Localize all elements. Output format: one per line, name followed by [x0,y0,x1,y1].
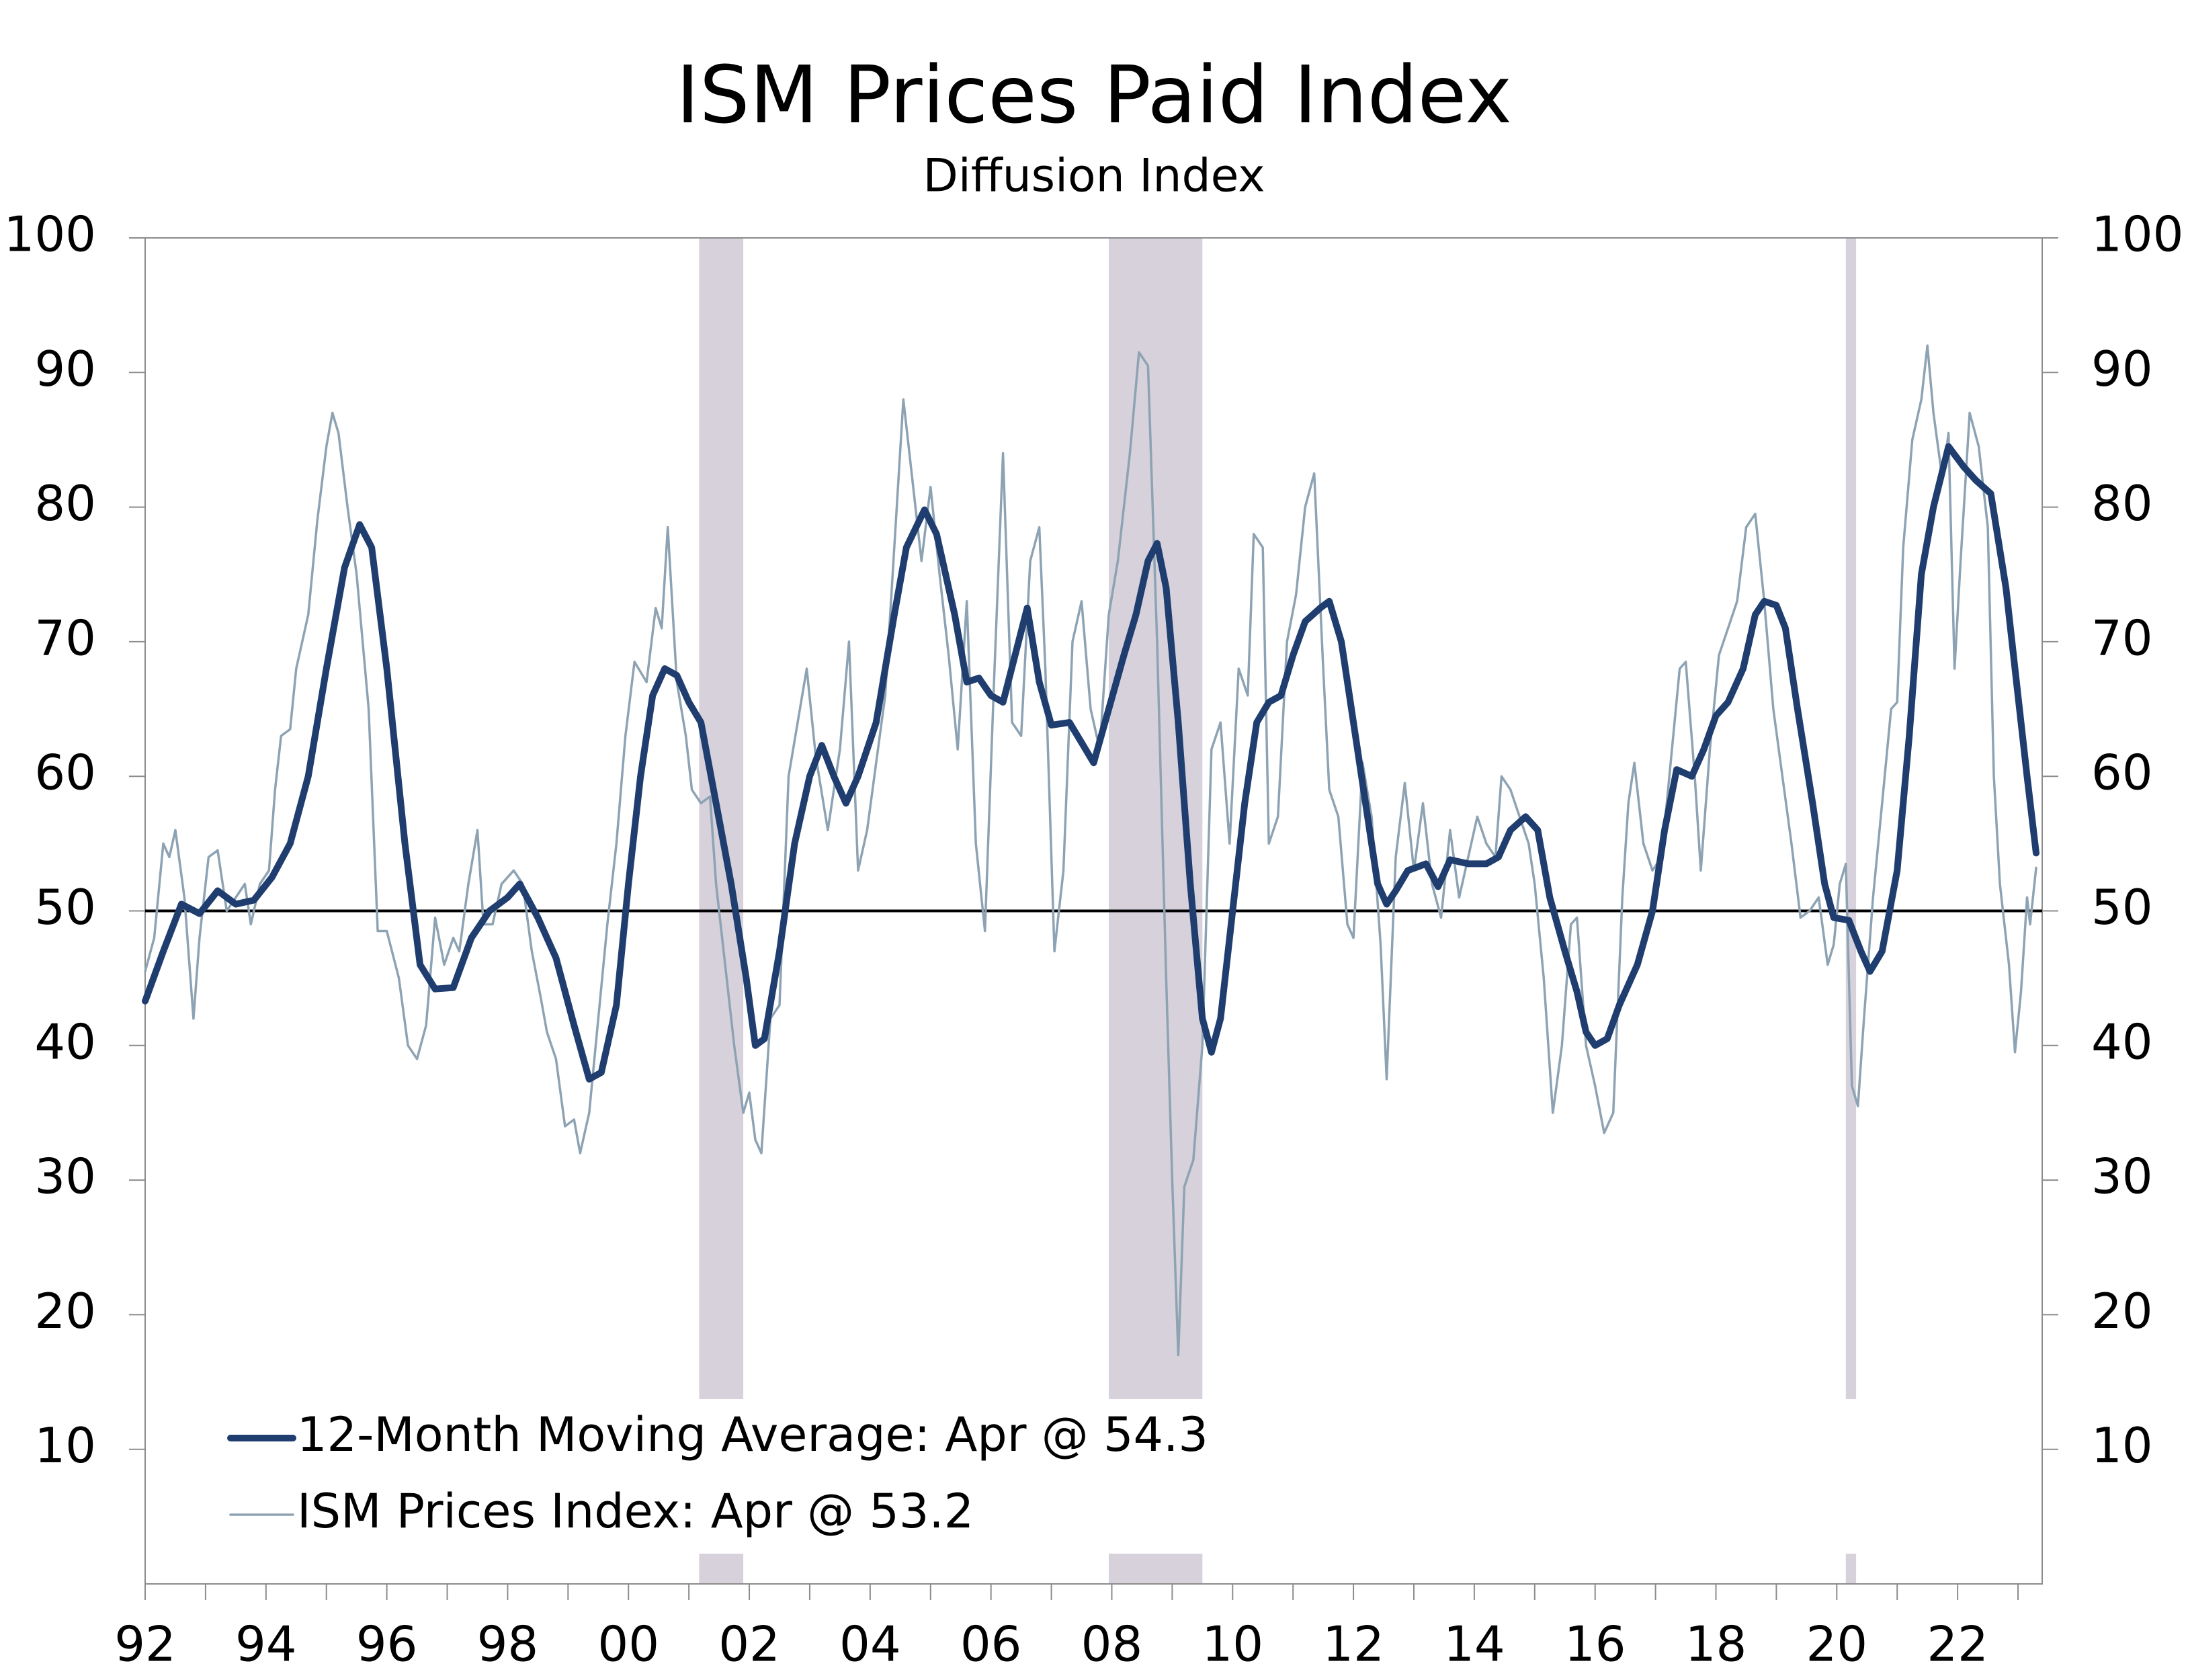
x-tick-label: 10 [1202,1616,1263,1673]
y2-tick-label: 80 [2091,475,2153,532]
y-tick-label: 60 [34,745,96,801]
y2-tick-label: 60 [2091,745,2153,801]
y2-tick-label: 100 [2091,206,2183,263]
x-tick-label: 18 [1685,1616,1747,1673]
y-tick-label: 100 [4,206,96,263]
x-tick-label: 04 [839,1616,901,1673]
chart-title: ISM Prices Paid Index [676,48,1512,141]
y-tick-label: 10 [34,1417,96,1474]
x-tick-label: 06 [960,1616,1022,1673]
legend-label: ISM Prices Index: Apr @ 53.2 [297,1484,974,1539]
recession-shade [1845,1554,1857,1584]
recession-shade [699,1554,744,1584]
y-tick-label: 50 [34,879,96,935]
x-tick-label: 96 [356,1616,418,1673]
x-tick-label: 20 [1806,1616,1868,1673]
x-tick-label: 94 [235,1616,297,1673]
y-tick-label: 90 [34,341,96,397]
x-tick-label: 22 [1927,1616,1988,1673]
series-line [142,443,2039,1083]
chart-subtitle: Diffusion Index [923,150,1265,203]
y-tick-label: 80 [34,475,96,532]
y-tick-label: 40 [34,1013,96,1070]
x-tick-label: 16 [1564,1616,1626,1673]
x-tick-label: 98 [477,1616,539,1673]
x-tick-label: 14 [1443,1616,1505,1673]
y-tick-label: 30 [34,1148,96,1205]
y2-tick-label: 20 [2091,1283,2153,1339]
y2-tick-label: 50 [2091,879,2153,935]
y-tick-label: 70 [34,610,96,666]
x-tick-label: 00 [597,1616,659,1673]
y2-tick-label: 70 [2091,610,2153,666]
x-tick-label: 08 [1081,1616,1143,1673]
y-tick-label: 20 [34,1283,96,1339]
legend-label: 12-Month Moving Average: Apr @ 54.3 [297,1407,1208,1462]
recession-shade [1845,238,1857,1399]
y2-tick-label: 90 [2091,341,2153,397]
recession-shade [1108,1554,1203,1584]
series-line [144,344,2037,1357]
y2-tick-label: 30 [2091,1148,2153,1205]
x-tick-label: 92 [114,1616,176,1673]
y2-tick-label: 10 [2091,1417,2153,1474]
x-tick-label: 02 [718,1616,780,1673]
x-tick-label: 12 [1322,1616,1384,1673]
y2-tick-label: 40 [2091,1013,2153,1070]
